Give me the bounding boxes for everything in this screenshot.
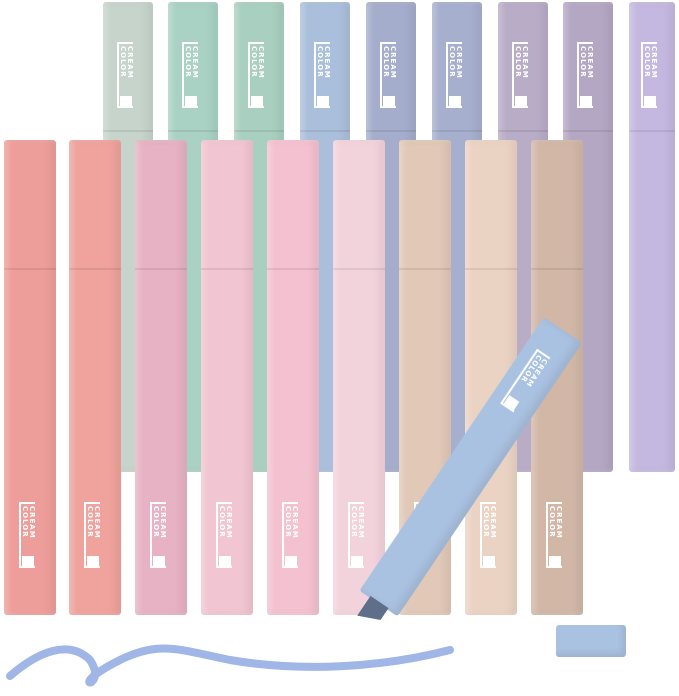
cap-seam bbox=[234, 130, 284, 132]
brand-logo: CREAM COLOR bbox=[84, 502, 106, 572]
cap-seam bbox=[629, 130, 675, 132]
brand-logo: CREAM COLOR bbox=[577, 42, 599, 112]
marker-cap bbox=[556, 625, 626, 657]
brand-logo: CREAM COLOR bbox=[150, 502, 172, 572]
brand-logo: CREAM COLOR bbox=[182, 42, 204, 112]
brand-logo: CREAM COLOR bbox=[546, 502, 568, 572]
cap-seam bbox=[465, 268, 517, 270]
cap-seam bbox=[563, 130, 613, 132]
cap-seam bbox=[498, 130, 548, 132]
brand-logo: CREAM COLOR bbox=[380, 42, 402, 112]
cap-seam bbox=[4, 268, 56, 270]
cap-seam bbox=[135, 268, 187, 270]
highlighter-marker: CREAM COLOR bbox=[135, 140, 187, 615]
cap-seam bbox=[201, 268, 253, 270]
cap-seam bbox=[366, 130, 416, 132]
brand-logo: CREAM COLOR bbox=[117, 42, 139, 112]
highlighter-marker: CREAM COLOR bbox=[69, 140, 121, 615]
brand-logo: CREAM COLOR bbox=[480, 502, 502, 572]
cap-seam bbox=[168, 130, 218, 132]
brand-logo: CREAM COLOR bbox=[512, 42, 534, 112]
cap-seam bbox=[69, 268, 121, 270]
brand-logo: CREAM COLOR bbox=[641, 42, 663, 112]
cap-seam bbox=[103, 130, 153, 132]
brand-logo: CREAM COLOR bbox=[282, 502, 304, 572]
cap-seam bbox=[300, 130, 350, 132]
highlighter-marker: CREAM COLOR bbox=[4, 140, 56, 615]
highlighter-marker: CREAM COLOR bbox=[201, 140, 253, 615]
brand-logo: CREAM COLOR bbox=[19, 502, 41, 572]
brand-logo: CREAM COLOR bbox=[216, 502, 238, 572]
highlighter-marker: CREAM COLOR bbox=[333, 140, 385, 615]
cap-seam bbox=[399, 268, 451, 270]
brand-logo: CREAM COLOR bbox=[446, 42, 468, 112]
highlighter-marker: CREAM COLOR bbox=[267, 140, 319, 615]
brand-logo: CREAM COLOR bbox=[248, 42, 270, 112]
cap-seam bbox=[432, 130, 482, 132]
brand-logo: CREAM COLOR bbox=[314, 42, 336, 112]
cap-seam bbox=[531, 268, 583, 270]
cap-seam bbox=[267, 268, 319, 270]
cap-seam bbox=[333, 268, 385, 270]
brand-logo: CREAM COLOR bbox=[348, 502, 370, 572]
highlighter-marker: CREAM COLOR bbox=[629, 2, 675, 472]
